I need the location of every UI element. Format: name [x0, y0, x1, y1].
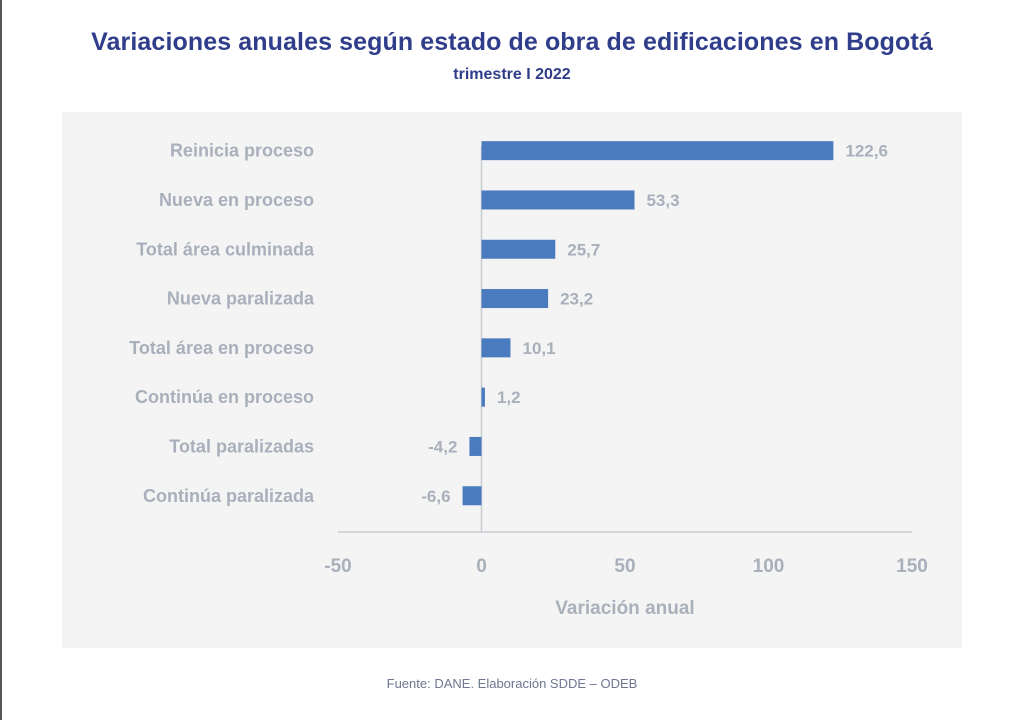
data-label: 10,1: [522, 339, 555, 358]
category-label: Nueva en proceso: [159, 190, 314, 210]
x-axis-title: Variación anual: [555, 598, 694, 619]
data-label: 25,7: [567, 240, 600, 259]
x-tick-label: 0: [476, 556, 487, 577]
chart-title: Variaciones anuales según estado de obra…: [91, 28, 933, 56]
data-label: 23,2: [560, 290, 593, 309]
category-label: Continúa en proceso: [135, 387, 314, 407]
bar: [481, 190, 635, 210]
source-note: Fuente: DANE. Elaboración SDDE – ODEB: [386, 676, 638, 691]
bar: [481, 338, 511, 358]
bar: [481, 289, 549, 309]
data-label: 53,3: [646, 191, 679, 210]
x-tick-label: -50: [324, 556, 351, 577]
bar: [469, 436, 482, 456]
data-label: 1,2: [497, 388, 521, 407]
bar: [481, 239, 556, 259]
data-label: -4,2: [428, 437, 457, 456]
category-label: Continúa paralizada: [143, 486, 315, 506]
data-label: -6,6: [421, 487, 450, 506]
category-label: Total área en proceso: [129, 338, 314, 358]
category-label: Nueva paralizada: [167, 289, 315, 309]
bar: [481, 387, 485, 407]
x-tick-label: 50: [614, 556, 635, 577]
data-label: 122,6: [845, 142, 888, 161]
category-label: Total paralizadas: [169, 436, 314, 456]
bar: [481, 141, 834, 161]
category-label: Total área culminada: [136, 239, 315, 259]
x-tick-label: 100: [753, 556, 785, 577]
category-label: Reinicia proceso: [170, 141, 314, 161]
x-tick-label: 150: [896, 556, 928, 577]
bar: [462, 486, 482, 506]
chart-subtitle: trimestre I 2022: [453, 66, 571, 83]
